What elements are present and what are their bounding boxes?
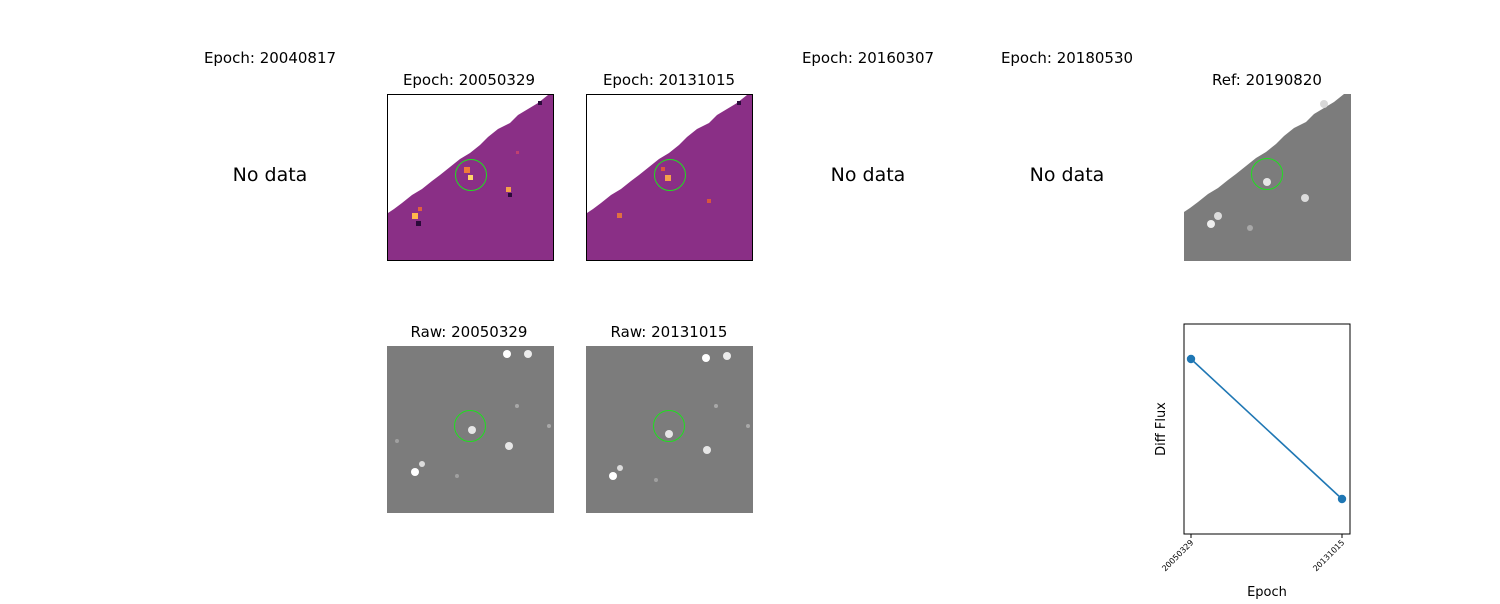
y-axis-label: Diff Flux <box>1154 402 1169 456</box>
x-axis-label: Epoch <box>1247 585 1287 600</box>
data-point-20050329 <box>1186 354 1196 364</box>
epoch-title-20131015: Epoch: 20131015 <box>602 71 736 89</box>
ref-image <box>1184 94 1351 261</box>
diff-image-graphic <box>388 95 553 260</box>
target-circle <box>455 159 487 191</box>
x-tick-label-20131015: 20131015 <box>1311 538 1346 573</box>
no-data-text-20180530: No data <box>1029 164 1105 186</box>
plot-frame <box>1183 323 1351 535</box>
light-curve-svg: 20050329 20131015 Epoch Diff Flux <box>1154 323 1351 600</box>
raw-title-20050329: Raw: 20050329 <box>410 323 528 341</box>
epoch-title-20040817: Epoch: 20040817 <box>203 49 337 67</box>
no-data-text-20040817: No data <box>232 164 308 186</box>
epoch-title-20160307: Epoch: 20160307 <box>801 49 935 67</box>
raw-title-20131015: Raw: 20131015 <box>610 323 728 341</box>
light-curve-chart: 20050329 20131015 Epoch Diff Flux <box>1130 310 1390 600</box>
target-circle <box>653 410 685 442</box>
target-circle <box>654 159 686 191</box>
data-point-20131015 <box>1337 494 1347 504</box>
target-circle <box>1251 158 1283 190</box>
ref-title: Ref: 20190820 <box>1212 71 1322 89</box>
series-line <box>1190 358 1343 500</box>
diff-image-20131015 <box>586 94 753 261</box>
no-data-text-20160307: No data <box>830 164 906 186</box>
raw-image-20050329 <box>387 346 554 513</box>
epoch-title-20180530: Epoch: 20180530 <box>1000 49 1134 67</box>
x-tick-label-20050329: 20050329 <box>1160 538 1195 573</box>
raw-image-20131015 <box>586 346 753 513</box>
target-circle <box>454 410 486 442</box>
epoch-title-20050329: Epoch: 20050329 <box>402 71 536 89</box>
diff-image-20050329 <box>387 94 554 261</box>
